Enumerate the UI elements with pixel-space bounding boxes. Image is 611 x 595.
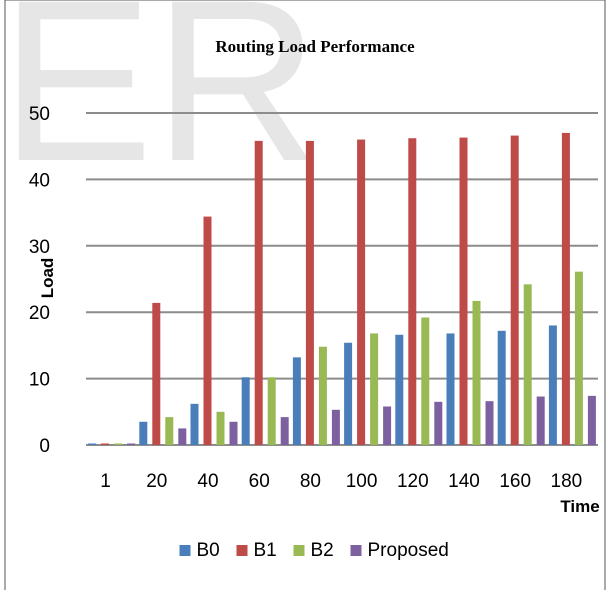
bar-proposed-100 bbox=[383, 406, 392, 445]
bar-b0-20 bbox=[139, 421, 148, 445]
x-tick-label: 180 bbox=[551, 471, 583, 492]
bar-b2-160 bbox=[523, 284, 532, 445]
bar-b0-160 bbox=[497, 330, 506, 445]
bar-b2-40 bbox=[216, 411, 225, 445]
bar-b2-60 bbox=[267, 377, 276, 445]
bar-b0-1 bbox=[88, 443, 97, 445]
watermark-text: ER bbox=[0, 0, 320, 209]
y-tick-label: 0 bbox=[39, 436, 50, 457]
bar-b0-80 bbox=[292, 357, 301, 445]
y-tick-label: 30 bbox=[29, 237, 50, 258]
bar-b1-60 bbox=[254, 140, 263, 445]
bars bbox=[88, 132, 596, 446]
x-tick-label: 40 bbox=[197, 471, 218, 492]
bar-b1-120 bbox=[408, 138, 417, 445]
chart-frame bbox=[4, 0, 606, 595]
legend-swatch bbox=[236, 545, 248, 556]
bar-proposed-80 bbox=[331, 409, 340, 445]
legend-swatch bbox=[179, 545, 191, 556]
y-tick-label: 10 bbox=[29, 370, 50, 391]
bar-b1-160 bbox=[510, 135, 519, 446]
y-tick-label: 50 bbox=[29, 104, 50, 125]
legend-swatch bbox=[350, 545, 362, 556]
legend-label: B0 bbox=[197, 540, 220, 561]
x-axis-label: Time bbox=[560, 497, 599, 516]
x-tick-label: 140 bbox=[448, 471, 480, 492]
bar-b2-100 bbox=[370, 333, 379, 445]
x-tick-label: 120 bbox=[397, 471, 429, 492]
bar-b2-120 bbox=[421, 317, 430, 445]
bar-b0-60 bbox=[241, 377, 250, 445]
bar-b1-140 bbox=[459, 137, 468, 445]
x-tick-label: 100 bbox=[346, 471, 378, 492]
bar-b1-1 bbox=[101, 443, 110, 445]
legend-label: B1 bbox=[254, 540, 277, 561]
bar-b2-180 bbox=[574, 271, 583, 445]
bar-proposed-40 bbox=[229, 421, 238, 445]
bar-b0-40 bbox=[190, 403, 199, 445]
legend-label: Proposed bbox=[368, 540, 449, 561]
bar-proposed-160 bbox=[536, 396, 545, 445]
x-tick-label: 20 bbox=[146, 471, 167, 492]
bar-b0-100 bbox=[344, 342, 353, 445]
y-tick-label: 20 bbox=[29, 303, 50, 324]
x-tick-labels: 1 20 40 60 80 100 120 140 160 180 bbox=[100, 471, 582, 492]
bar-b1-180 bbox=[561, 132, 570, 446]
x-tick-label: 160 bbox=[499, 471, 531, 492]
y-axis-label: Load bbox=[38, 258, 57, 299]
bar-proposed-140 bbox=[485, 401, 494, 445]
bar-b1-20 bbox=[152, 302, 161, 445]
bar-proposed-180 bbox=[587, 395, 596, 445]
bar-b1-40 bbox=[203, 216, 212, 445]
bar-proposed-20 bbox=[178, 428, 187, 445]
chart-title: Routing Load Performance bbox=[215, 37, 415, 56]
bar-proposed-120 bbox=[434, 401, 443, 445]
bar-b0-120 bbox=[395, 334, 404, 445]
bar-b2-1 bbox=[114, 443, 123, 445]
x-tick-label: 1 bbox=[100, 471, 111, 492]
bar-b2-80 bbox=[318, 346, 327, 445]
x-tick-label: 60 bbox=[249, 471, 270, 492]
y-tick-labels: 0 10 20 30 40 50 bbox=[29, 104, 50, 457]
bar-proposed-1 bbox=[127, 443, 136, 445]
bar-b0-180 bbox=[548, 325, 557, 445]
bar-b1-100 bbox=[357, 139, 366, 445]
legend-swatch bbox=[293, 545, 305, 556]
bar-b1-80 bbox=[305, 140, 314, 445]
x-tick-label: 80 bbox=[300, 471, 321, 492]
legend-label: B2 bbox=[311, 540, 334, 561]
y-tick-label: 40 bbox=[29, 170, 50, 191]
bar-b0-140 bbox=[446, 333, 455, 445]
bar-proposed-60 bbox=[280, 417, 289, 445]
bar-b2-20 bbox=[165, 417, 174, 445]
bar-b2-140 bbox=[472, 300, 481, 445]
legend: B0 B1 B2 Proposed bbox=[179, 540, 449, 561]
